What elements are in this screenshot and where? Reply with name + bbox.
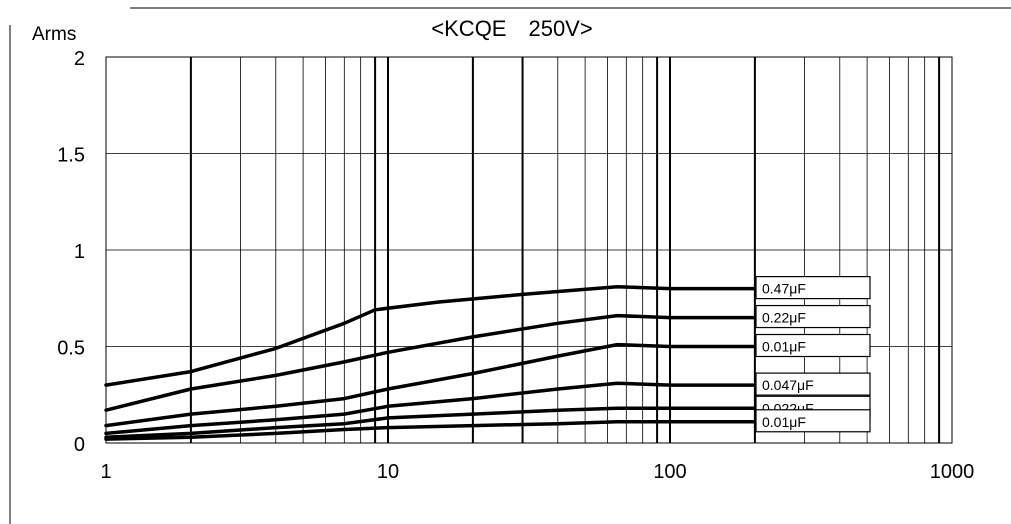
series-lines [104, 284, 757, 441]
series-line [104, 406, 757, 439]
series-line [104, 420, 757, 441]
grid [106, 57, 952, 443]
x-tick-label: 10 [377, 461, 399, 483]
x-tick-labels: 1 10 100 1000 [100, 461, 974, 483]
series-label-box [755, 409, 871, 433]
x-tick-label: 1000 [930, 461, 975, 483]
series-label: 0.22μF [762, 310, 806, 326]
series-label: 0.047μF [762, 377, 814, 393]
y-axis-label: Arms [32, 24, 76, 45]
series-label-box [755, 276, 871, 300]
series-line [104, 313, 757, 412]
series-label-box [755, 304, 871, 329]
series-line [104, 284, 757, 387]
series-line [104, 342, 757, 428]
series-line [104, 381, 757, 436]
y-tick-label: 1 [74, 241, 85, 263]
series-label: 0.47μF [762, 281, 806, 297]
y-tick-labels: 0 0.5 1 1.5 2 [57, 48, 85, 456]
x-tick-label: 100 [653, 461, 686, 483]
y-tick-label: 0.5 [57, 338, 85, 360]
series-label: 0.01μF [762, 414, 806, 430]
series-label-box [755, 372, 871, 396]
chart-title: <KCQE 250V> [431, 16, 592, 41]
y-tick-label: 0 [74, 434, 85, 456]
series-label: 0.01μF [762, 339, 806, 355]
y-tick-label: 1.5 [57, 145, 85, 167]
x-tick-label: 1 [100, 461, 111, 483]
series-label-box [755, 333, 871, 358]
y-tick-label: 2 [74, 48, 85, 70]
